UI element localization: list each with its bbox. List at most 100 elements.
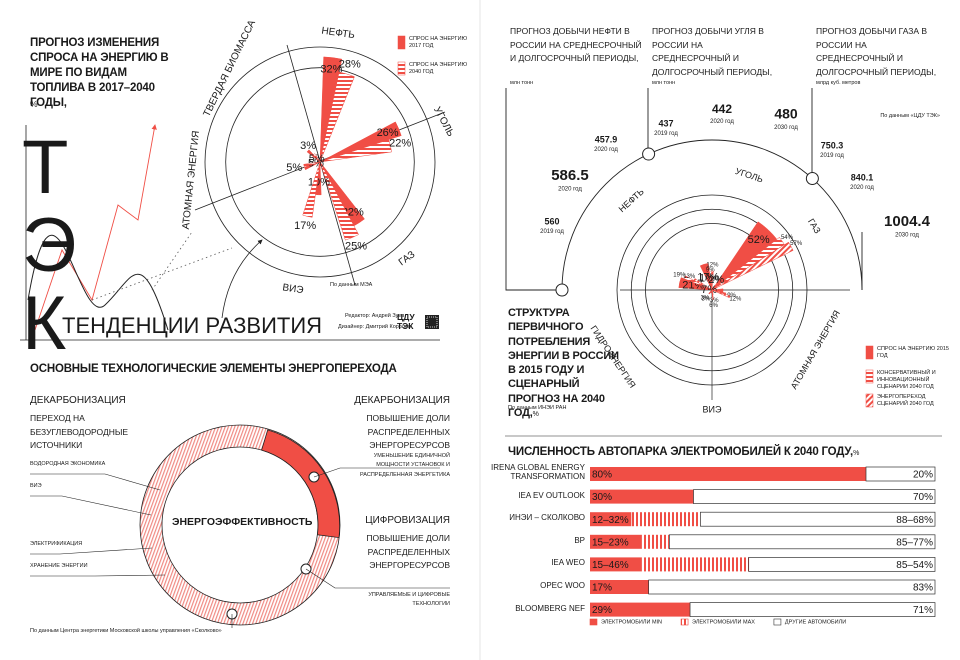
legend-swatch	[397, 35, 406, 50]
category-label: ИНЭИ – СКОЛКОВО	[509, 513, 585, 523]
legend-swatch	[680, 618, 689, 626]
logo-line: ЦДУ	[397, 312, 415, 322]
legend-label: ЭНЕРГОПЕРЕХОД СЦЕНАРИЙ 2040 ГОД	[877, 394, 934, 408]
bar-other	[693, 489, 936, 504]
right-item: УПРАВЛЯЕМЫЕ И ЦИФРОВЫЕ ТЕХНОЛОГИИ	[368, 592, 450, 608]
category-label: АТОМНАЯ ЭНЕРГИЯ	[181, 130, 202, 230]
production-value: 586.5	[551, 167, 589, 184]
value-label: 80%	[592, 470, 612, 481]
bar-other	[748, 557, 936, 572]
chart-title: СТРУКТУРА ПЕРВИЧНОГО ПОТРЕБЛЕНИЯ ЭНЕРГИИ…	[508, 306, 623, 420]
chart-title: ЧИСЛЕННОСТЬ АВТОПАРКА ЭЛЕКТРОМОБИЛЕЙ К 2…	[508, 445, 859, 460]
left-item: ХРАНЕНИЕ ЭНЕРГИИ	[30, 563, 88, 569]
legend-label: СПРОС НА ЭНЕРГИЮ 2040 ГОД	[409, 62, 468, 76]
polar-wedge	[693, 278, 713, 291]
production-year: 2019 год	[820, 153, 844, 159]
production-year: 2030 год	[895, 233, 919, 239]
category-label: ВИЭ	[703, 404, 722, 414]
category-label: УГОЛЬ	[734, 166, 765, 184]
value-label: 3%	[300, 140, 316, 152]
ring-diagram	[30, 424, 450, 628]
value-label: 5%	[286, 162, 302, 174]
section-heading: ТЕНДЕНЦИИ РАЗВИТИЯ	[62, 313, 323, 338]
polar-wedge	[303, 161, 321, 168]
chart-title: ПРОГНОЗ ИЗМЕНЕНИЯ СПРОСА НА ЭНЕРГИЮ В МИ…	[30, 37, 169, 109]
value-label: 3%	[701, 296, 710, 302]
value-label: 71%	[913, 605, 933, 616]
value-label: 5%	[308, 158, 324, 170]
bar-other	[865, 466, 936, 482]
production-unit: млн тонн	[510, 80, 534, 86]
section-title: ОСНОВНЫЕ ТЕХНОЛОГИЧЕСКИЕ ЭЛЕМЕНТЫ ЭНЕРГО…	[30, 363, 397, 375]
polar-wedge	[302, 161, 321, 218]
polar-ring	[204, 46, 436, 278]
legend-swatch	[865, 369, 874, 384]
value-label: 17%	[592, 583, 612, 594]
value-label: 32%	[320, 63, 342, 75]
value-label: 54%	[781, 235, 794, 241]
polar-wedge	[711, 270, 714, 291]
credit: Дизайнер: Дмитрий Королев	[338, 324, 411, 330]
unit: %	[853, 450, 860, 457]
polar-ring	[225, 67, 415, 257]
production-year: 2030 год	[774, 125, 798, 131]
value-label: 15–23%	[592, 537, 629, 548]
left-item: ВИЭ	[30, 483, 42, 489]
legend-label: ЭЛЕКТРОМОБИЛИ MIN	[601, 619, 662, 625]
source: По данным ИНЭИ РАН	[508, 405, 567, 411]
left-item: ЭЛЕКТРИФИКАЦИЯ	[30, 541, 83, 547]
legend-swatch	[773, 618, 782, 626]
value-label: 20%	[913, 470, 933, 481]
category-label: НЕФТЬ	[617, 186, 646, 214]
bar-min	[590, 467, 866, 481]
production-value: 750.3	[821, 140, 844, 150]
bar-max	[631, 512, 701, 527]
polar-wedge	[711, 289, 714, 300]
production-unit: млн тонн	[652, 80, 676, 86]
arc-node	[805, 172, 819, 186]
production-year: 2019 год	[654, 131, 678, 137]
category-label: OPEC WOO	[540, 581, 585, 590]
production-value: 442	[712, 102, 732, 116]
production-title: ПРОГНОЗ ДОБЫЧИ УГЛЯ В РОССИИ НА СРЕДНЕСР…	[652, 26, 773, 77]
category-label: IRENA GLOBAL ENERGY TRANSFORMATION	[491, 463, 585, 482]
value-label: 85–54%	[896, 560, 933, 571]
production-title: ПРОГНОЗ ДОБЫЧИ НЕФТИ В РОССИИ НА СРЕДНЕС…	[510, 26, 642, 64]
polar-wedge	[313, 153, 321, 163]
production-year: 2020 год	[594, 147, 618, 153]
value-label: 15–46%	[592, 560, 629, 571]
legend-swatch	[865, 345, 874, 360]
production-arc	[505, 88, 863, 291]
title-text: СТРУКТУРА ПЕРВИЧНОГО ПОТРЕБЛЕНИЯ ЭНЕРГИИ…	[508, 307, 619, 420]
big-letter: К	[22, 281, 67, 366]
polar-wedge	[319, 71, 355, 163]
legend-label: ЭЛЕКТРОМОБИЛИ MAX	[692, 619, 755, 625]
value-label: 9%	[706, 267, 715, 273]
bar-min	[590, 602, 691, 617]
polar-wedge	[319, 161, 359, 241]
credit: Редактор: Андрей Зуев	[345, 313, 405, 319]
category-label: ТВЕРДАЯ БИОМАССА	[202, 18, 259, 118]
bar-other	[700, 511, 936, 527]
polar-wedge	[699, 263, 713, 291]
value-label: 28%	[339, 58, 361, 70]
left-heading: ДЕКАРБОНИЗАЦИЯ	[30, 395, 126, 406]
category-label: АТОМНАЯ ЭНЕРГИЯ	[789, 309, 842, 391]
bar-min	[590, 580, 649, 594]
polar-axes-right	[620, 289, 850, 400]
bar-min	[590, 557, 642, 572]
polar-ring	[630, 208, 794, 372]
unit: %	[30, 99, 38, 109]
category-label: НЕФТЬ	[321, 26, 356, 42]
production-year: 2019 год	[540, 229, 564, 235]
value-label: 83%	[913, 583, 933, 594]
right-text: ПОВЫШЕНИЕ ДОЛИ РАСПРЕДЕЛЕННЫХ ЭНЕРГОРЕСУ…	[366, 533, 450, 571]
polar-ring	[645, 223, 779, 357]
value-label: 17%	[697, 272, 719, 284]
bar-max	[641, 557, 749, 572]
value-label: 29%	[592, 605, 612, 616]
value-label: 3%	[701, 296, 710, 302]
value-label: 57%	[790, 241, 803, 247]
right-text: ПОВЫШЕНИЕ ДОЛИ РАСПРЕДЕЛЕННЫХ ЭНЕРГОРЕСУ…	[366, 413, 450, 451]
